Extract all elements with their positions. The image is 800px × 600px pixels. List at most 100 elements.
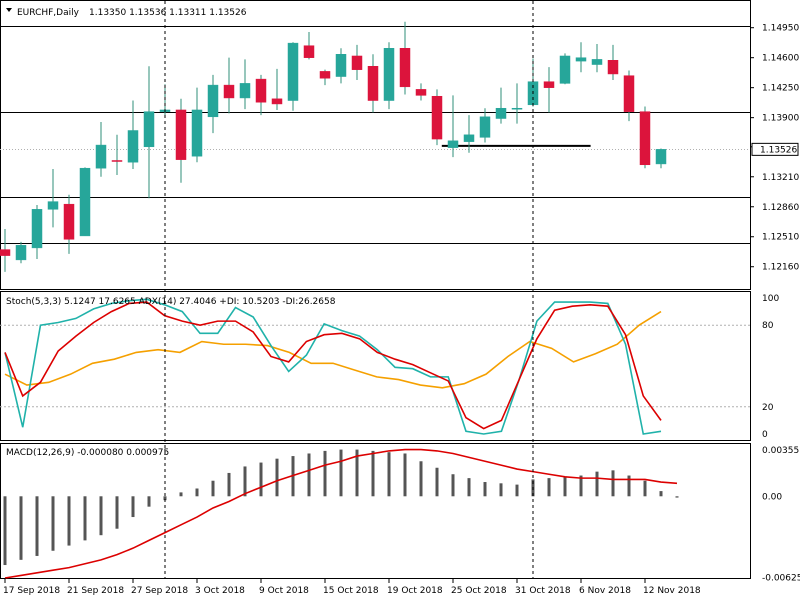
macd-histogram-bar [147, 496, 151, 507]
macd-histogram-bar [131, 496, 135, 518]
macd-histogram-bar [419, 461, 423, 497]
candle-body[interactable] [367, 66, 379, 101]
header-layer: EURCHF,Daily 1.13350 1.13536 1.13311 1.1… [6, 8, 336, 458]
date-tick-label: 19 Oct 2018 [387, 586, 443, 596]
candle-body[interactable] [479, 116, 491, 138]
date-tick-label: 31 Oct 2018 [515, 586, 571, 596]
price-tick-label: 1.12860 [762, 203, 799, 213]
candle-body[interactable] [543, 81, 555, 88]
candle-body[interactable] [271, 98, 283, 105]
stochastic-pane[interactable] [0, 291, 751, 441]
stochastic-tick-label: 20 [762, 403, 774, 413]
macd-histogram-bar [451, 474, 455, 497]
candle-body[interactable] [463, 134, 475, 142]
macd-histogram-bar [243, 466, 247, 497]
macd-histogram-bar [499, 483, 503, 497]
macd-histogram-bar [547, 478, 551, 497]
macd-histogram-bar [515, 484, 519, 497]
date-tick-label: 9 Oct 2018 [259, 586, 309, 596]
macd-histogram-bar [387, 452, 391, 497]
macd-histogram-bar [3, 496, 7, 566]
macd-histogram-bar [595, 471, 599, 497]
date-tick-label: 17 Sep 2018 [3, 586, 60, 596]
price-tick-label: 1.12510 [762, 233, 799, 243]
macd-histogram-bar [659, 491, 663, 497]
candle-body[interactable] [95, 144, 107, 169]
macd-histogram-bar [275, 458, 279, 497]
candle-body[interactable] [319, 71, 331, 79]
price-tick-label: 1.14600 [762, 54, 799, 64]
macd-histogram-bar [115, 496, 119, 529]
macd-histogram-bar [563, 476, 567, 497]
price-tick-label: 1.12160 [762, 263, 799, 273]
candle-body[interactable] [175, 109, 187, 160]
candle-body[interactable] [47, 201, 59, 210]
candle-body[interactable] [223, 84, 235, 99]
stochastic-tick-label: 80 [762, 321, 774, 331]
macd-histogram-bar [307, 453, 311, 497]
macd-histogram-bar [643, 480, 647, 497]
price-tick-label: 1.14950 [762, 24, 799, 34]
macd-pane[interactable] [0, 443, 751, 579]
macd-histogram-bar [675, 496, 679, 498]
candle-body[interactable] [111, 160, 123, 162]
symbol-header: EURCHF,Daily [17, 8, 80, 18]
macd-histogram-bar [483, 482, 487, 497]
candle-body[interactable] [639, 111, 651, 166]
current-price-label: 1.13526 [760, 145, 797, 155]
macd-histogram-bar [323, 450, 327, 497]
candle-body[interactable] [191, 109, 203, 157]
candle-body[interactable] [495, 107, 507, 119]
axis-layer: 1.149501.146001.142501.139001.135601.132… [3, 1, 800, 596]
candle-body[interactable] [335, 54, 347, 77]
candle-body[interactable] [607, 60, 619, 75]
price-tick-label: 1.14250 [762, 84, 799, 94]
candle-body[interactable] [207, 84, 219, 118]
candle-body[interactable] [255, 78, 267, 103]
date-tick-label: 27 Sep 2018 [131, 586, 188, 596]
macd-signal-line [4, 448, 678, 579]
candle-body[interactable] [15, 245, 27, 261]
stochastic-label: Stoch(5,3,3) 5.1247 17.6265 ADX(14) 27.4… [6, 297, 336, 307]
candle-body[interactable] [143, 111, 155, 148]
dropdown-arrow-icon[interactable] [6, 8, 12, 12]
price-pane-frame [0, 0, 751, 290]
candle-body[interactable] [591, 59, 603, 65]
candle-body[interactable] [511, 107, 523, 110]
candle-body[interactable] [559, 55, 571, 84]
macd-histogram-bar [435, 467, 439, 497]
adx-line [4, 310, 662, 389]
candle-body[interactable] [351, 55, 363, 70]
date-tick-label: 3 Oct 2018 [195, 586, 245, 596]
candle-body[interactable] [575, 57, 587, 62]
stochastic-pane-frame [0, 291, 751, 441]
candle-body[interactable] [239, 83, 251, 99]
macd-label: MACD(12,26,9) -0.000080 0.000975 [6, 448, 169, 458]
macd-histogram-bar [163, 496, 167, 501]
candle-body[interactable] [415, 89, 427, 96]
price-pane[interactable] [0, 0, 751, 290]
macd-tick-label: 0.00 [762, 492, 782, 502]
candle-body[interactable] [447, 140, 459, 148]
candle-body[interactable] [303, 45, 315, 58]
current-price-box [751, 142, 799, 156]
candle-body[interactable] [399, 48, 411, 88]
macd-histogram-bar [211, 480, 215, 497]
candle-body[interactable] [431, 95, 443, 140]
date-tick-label: 15 Oct 2018 [323, 586, 379, 596]
macd-histogram-bar [579, 475, 583, 497]
macd-histogram-bar [179, 492, 183, 497]
candle-body[interactable] [623, 75, 635, 112]
candle-body[interactable] [287, 42, 299, 101]
candle-body[interactable] [79, 167, 91, 237]
candle-body[interactable] [0, 249, 11, 256]
candle-body[interactable] [127, 130, 139, 163]
ohlc-header: 1.13350 1.13536 1.13311 1.13526 [89, 8, 247, 18]
candle-body[interactable] [63, 203, 75, 240]
candle-body[interactable] [655, 149, 667, 165]
stochastic-tick-label: 100 [762, 294, 779, 304]
candle-body[interactable] [31, 209, 43, 249]
macd-histogram-bar [51, 496, 55, 551]
candle-body[interactable] [383, 48, 395, 101]
